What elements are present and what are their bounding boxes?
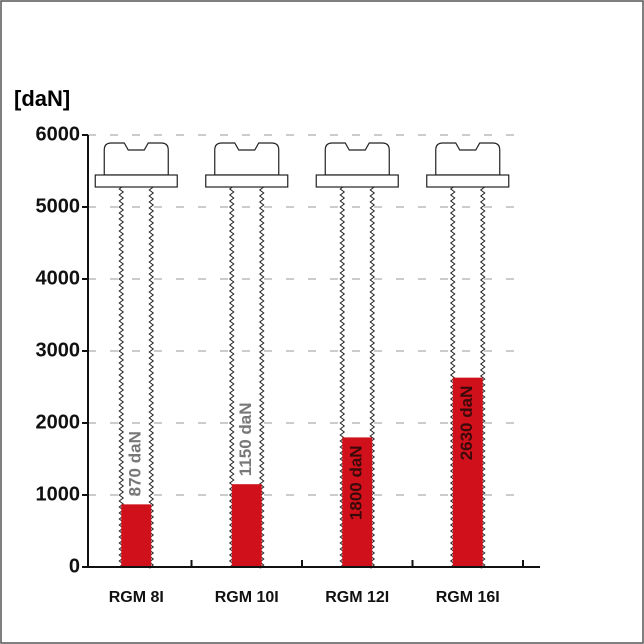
bolt-head [214, 142, 280, 176]
y-tick-label: 0 [69, 555, 80, 577]
y-tick-label: 4000 [36, 267, 81, 289]
x-tick-label: RGM 10I [215, 589, 279, 606]
y-tick-label: 1000 [36, 483, 81, 505]
bolt-flange [315, 174, 399, 188]
value-label: 2630 daN [457, 386, 476, 461]
x-tick-label: RGM 12I [325, 589, 389, 606]
x-tick-label: RGM 16I [436, 589, 500, 606]
bolt-head [435, 142, 501, 176]
value-label: 1800 daN [347, 445, 366, 520]
value-label: 1150 daN [236, 402, 255, 476]
value-label: 870 daN [126, 431, 145, 496]
y-tick-label: 6000 [36, 123, 81, 145]
bolt-flange [205, 174, 289, 188]
y-tick-label: 3000 [36, 339, 81, 361]
bolt-head [324, 142, 390, 176]
bar [121, 504, 152, 567]
y-tick-label: 5000 [36, 195, 81, 217]
bolt-flange [94, 174, 178, 188]
bar [342, 437, 373, 567]
y-tick-label: 2000 [36, 411, 81, 433]
bolt-head [103, 142, 169, 176]
x-tick-label: RGM 8I [109, 589, 164, 606]
bolt-flange [426, 174, 510, 188]
bar [231, 484, 262, 567]
y-axis-label: [daN] [14, 86, 70, 111]
bar [452, 377, 483, 567]
